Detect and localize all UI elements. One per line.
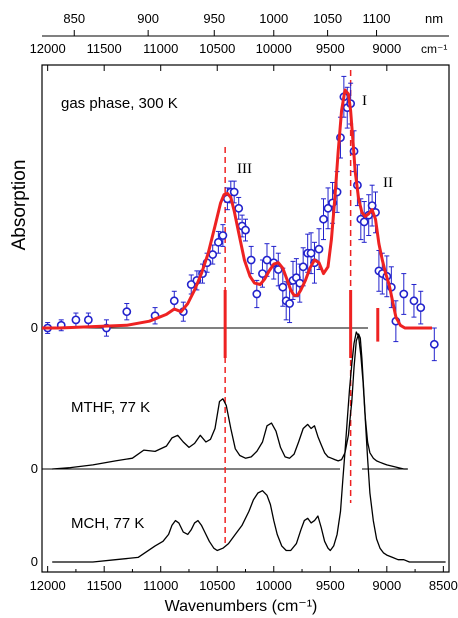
top-nm-tick-label: 900 bbox=[137, 11, 159, 26]
data-point bbox=[229, 187, 239, 197]
panel-label-gas-phase: gas phase, 300 K bbox=[61, 95, 178, 112]
plot-area bbox=[41, 64, 450, 573]
data-point bbox=[306, 248, 316, 258]
x-axis-label: Wavenumbers (cm⁻¹) bbox=[165, 598, 318, 615]
plot-frame bbox=[41, 64, 450, 573]
panel-label-mch: MCH, 77 K bbox=[71, 515, 144, 532]
top-nm-tick-label: 850 bbox=[63, 11, 85, 26]
zero-label-mthf: 0 bbox=[31, 461, 38, 476]
x-tick-label: 10000 bbox=[256, 578, 292, 593]
x-tick-label: 9000 bbox=[372, 578, 401, 593]
fit-line bbox=[42, 88, 432, 330]
panel-label-mthf: MTHF, 77 K bbox=[71, 399, 150, 416]
text-layer: Absorption Wavenumbers (cm⁻¹) gas phase,… bbox=[9, 11, 447, 615]
data-point bbox=[314, 244, 324, 254]
data-point bbox=[285, 299, 294, 308]
data-point bbox=[319, 214, 328, 224]
peak-label-I: I bbox=[362, 93, 367, 109]
data-point bbox=[323, 203, 333, 213]
top-cm-tick-label: 9500 bbox=[316, 41, 345, 56]
data-point bbox=[234, 203, 244, 213]
x-tick-label: 8500 bbox=[429, 578, 458, 593]
data-point bbox=[359, 217, 369, 227]
top-cm-tick-label: 11500 bbox=[87, 41, 122, 56]
top-nm-tick-label: 1100 bbox=[363, 11, 391, 26]
x-tick-label: 9500 bbox=[316, 578, 345, 593]
data-point bbox=[409, 296, 419, 306]
axes-layer: 12000 11500 11000 10500 10000 9500 9000 8500120… bbox=[30, 11, 458, 593]
data-point bbox=[399, 289, 409, 299]
top-cm-tick-label: 10500 bbox=[199, 41, 235, 56]
top-cm-tick-label: 9000 bbox=[372, 41, 401, 56]
data-point bbox=[218, 231, 228, 240]
data-point bbox=[71, 315, 81, 325]
top-cm-tick-label: 10000 bbox=[256, 41, 292, 56]
data-point bbox=[208, 250, 218, 259]
data-point bbox=[429, 339, 439, 349]
zero-label-gas: 0 bbox=[31, 320, 38, 335]
zero-label-mch: 0 bbox=[31, 554, 38, 569]
data-point bbox=[213, 237, 223, 247]
top-nm-tick-label: 1000 bbox=[259, 11, 288, 26]
top-axis-unit-nm: nm bbox=[425, 11, 443, 26]
data-point bbox=[298, 262, 308, 272]
x-tick-label: 10500 bbox=[199, 578, 235, 593]
top-nm-tick-label: 950 bbox=[203, 11, 225, 26]
data-point bbox=[241, 225, 250, 235]
top-cm-tick-label: 11000 bbox=[143, 41, 178, 56]
top-axis-unit-cm: cm⁻¹ bbox=[421, 42, 447, 56]
peak-label-III: III bbox=[237, 161, 252, 177]
spectrum-line-panel-2 bbox=[52, 331, 446, 563]
data-point bbox=[278, 282, 288, 292]
data-point bbox=[246, 255, 256, 265]
x-tick-label: 12000 bbox=[30, 578, 66, 593]
y-axis-label: Absorption bbox=[9, 160, 30, 251]
top-nm-tick-label: 1050 bbox=[313, 11, 342, 26]
top-cm-tick-label: 12000 bbox=[30, 41, 66, 56]
data-point bbox=[122, 307, 132, 317]
data-point bbox=[186, 280, 196, 289]
data-point bbox=[252, 289, 262, 299]
peak-label-II: II bbox=[383, 175, 393, 191]
x-tick-label: 11500 bbox=[87, 578, 122, 593]
data-point bbox=[169, 296, 179, 306]
data-point bbox=[416, 303, 426, 312]
data-layer bbox=[42, 70, 446, 563]
data-point bbox=[83, 315, 93, 325]
x-tick-label: 11000 bbox=[143, 578, 178, 593]
